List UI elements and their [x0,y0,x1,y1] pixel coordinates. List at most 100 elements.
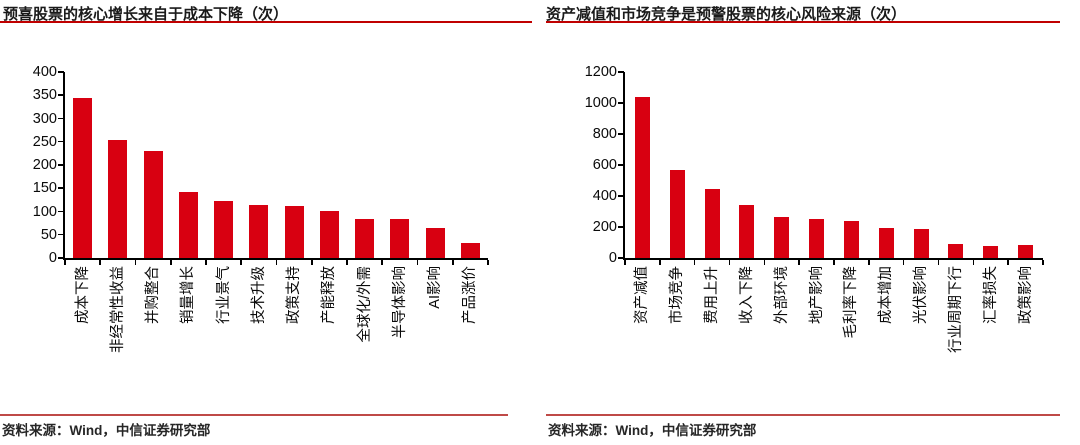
y-tick-mark [58,140,64,143]
x-tick-mark [798,260,800,266]
chart-bar [425,228,445,258]
x-category-label: 产能释放 [321,266,338,324]
x-category-label: 行业周期下行 [947,266,964,353]
chart-bar [948,244,964,258]
y-tick-label: 300 [32,110,57,127]
chart-bar [1018,244,1034,258]
x-category-label: 资产减值 [634,266,651,324]
x-tick-mark [99,260,102,266]
right-source-text: 资料来源：Wind，中信证券研究部 [548,423,757,438]
x-tick-mark [416,260,419,266]
y-tick-label: 600 [592,157,617,173]
x-tick-mark [310,260,313,266]
y-tick-label: 50 [40,226,57,243]
x-category-label: 成本下降 [74,266,91,324]
y-tick-label: 0 [608,250,617,266]
chart-bar [108,140,128,258]
y-axis-line [63,72,66,261]
chart-bar [460,242,480,258]
chart-bar [284,205,304,258]
right-source-rule [546,414,1060,416]
x-category-label: 半导体影响 [391,266,408,339]
x-category-label: 收入下降 [738,266,755,324]
chart-bar [669,170,685,258]
chart-bar [704,189,720,258]
x-category-label: 光伏影响 [913,266,930,324]
x-category-label: 市场竞争 [669,266,686,324]
x-tick-mark [169,260,172,266]
y-tick-mark [618,164,624,166]
chart-bar [355,218,375,258]
x-tick-mark [659,260,661,266]
y-axis-line [623,72,626,261]
y-tick-mark [618,226,624,228]
left-chart-plot: 0 50 100 150 200 250 300 350 400 成本下降 非经常性收益 并购整合 销量… [0,0,535,445]
x-tick-mark [275,260,278,266]
y-tick-mark [58,210,64,213]
chart-bar [178,191,198,258]
x-tick-mark [902,260,905,266]
x-tick-mark [728,260,731,266]
x-category-label: 政策支持 [286,266,303,324]
x-category-label: 外部环境 [773,266,790,324]
x-tick-mark [205,260,207,266]
y-tick-label: 200 [32,157,57,173]
x-category-label: AI影响 [427,266,444,309]
chart-bar [983,245,999,258]
chart-bar [634,96,650,258]
y-tick-mark [618,102,624,104]
chart-bar [319,211,339,258]
x-tick-mark [693,260,696,266]
x-tick-mark [624,260,626,266]
chart-bar [913,228,929,258]
x-tick-mark [1042,260,1044,266]
left-title-rule [0,21,532,23]
chart-bar [214,201,234,258]
x-category-label: 非经常性收益 [109,266,126,353]
chart-bar [774,216,790,258]
x-category-label: 行业景气 [215,266,232,324]
y-tick-mark [58,117,64,120]
left-source-text: 资料来源：Wind，中信证券研究部 [2,423,211,438]
y-tick-label: 200 [592,219,617,235]
y-tick-mark [58,94,64,96]
left-source-rule [0,414,508,416]
x-tick-mark [134,260,137,266]
y-tick-label: 400 [592,188,617,204]
y-tick-mark [618,133,624,135]
x-tick-mark [381,260,384,266]
chart-bar [249,204,269,258]
x-category-label: 产品涨价 [462,266,479,324]
x-tick-mark [763,260,766,266]
x-category-label: 地产影响 [808,266,825,324]
right-chart-plot: 0 200 400 600 800 1000 1200 资产减值 市场竞争 费用上升 收入下降 外部环… [543,0,1080,445]
x-category-label: 费用上升 [704,266,721,324]
x-tick-mark [451,260,454,266]
x-category-label: 汇率损失 [982,266,999,324]
y-tick-label: 1200 [584,64,617,80]
y-tick-label: 800 [592,126,617,142]
x-category-label: 成本增加 [878,266,895,324]
x-category-label: 技术升级 [250,266,267,324]
y-tick-label: 0 [48,250,57,266]
y-tick-label: 400 [32,64,57,80]
x-tick-mark [240,260,243,266]
right-chart-title: 资产减值和市场竞争是预警股票的核心风险来源（次） [546,6,907,23]
chart-bar [73,97,93,258]
y-tick-mark [618,257,624,259]
y-tick-mark [58,233,64,236]
x-tick-mark [972,260,975,266]
y-tick-mark [618,195,624,197]
left-chart-panel: 预喜股票的核心增长来自于成本下降（次） 0 50 100 150 200 250 300 35… [0,0,535,445]
y-tick-label: 350 [32,87,57,104]
x-category-label: 销量增长 [180,266,197,324]
right-chart-panel: 资产减值和市场竞争是预警股票的核心风险来源（次） 0 200 400 600 800 10… [543,0,1080,445]
y-tick-mark [58,257,64,259]
y-tick-label: 250 [32,133,57,150]
x-tick-mark [64,260,66,266]
y-tick-label: 100 [32,203,57,220]
chart-bar [843,220,859,258]
x-category-label: 全球化/外需 [356,266,373,343]
x-axis-line [623,258,1043,261]
